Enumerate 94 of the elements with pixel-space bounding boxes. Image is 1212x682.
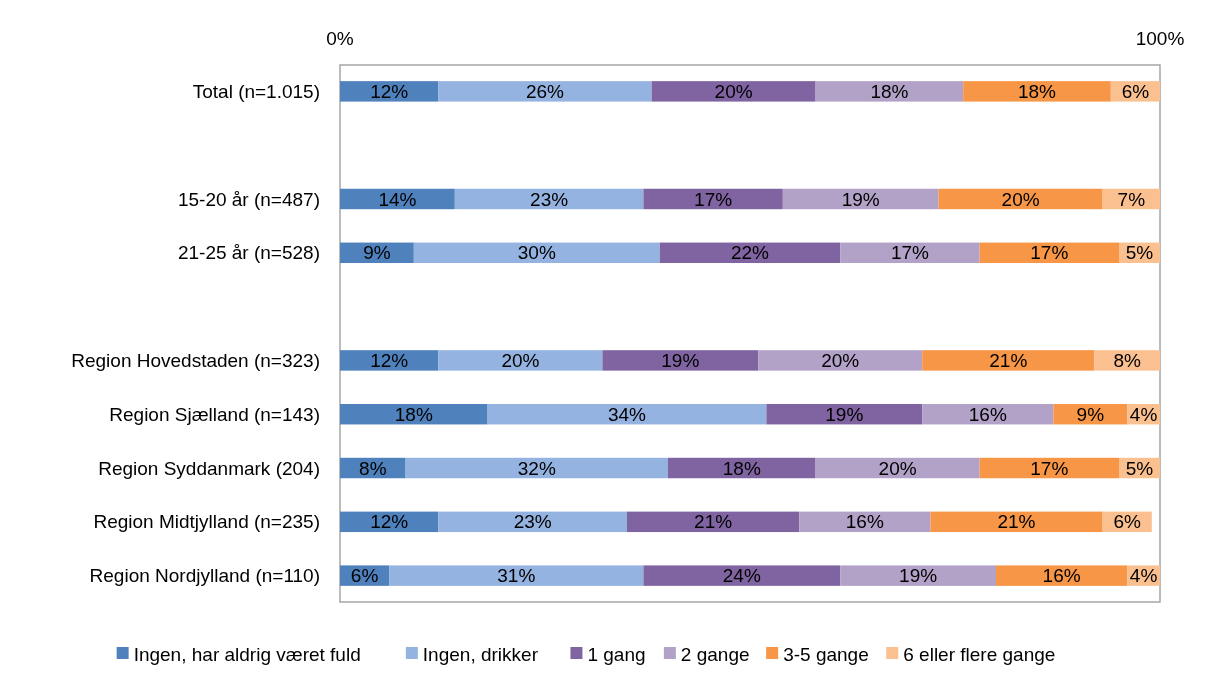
data-label: 8%: [1113, 350, 1142, 372]
data-label: 20%: [501, 350, 540, 372]
data-label: 6%: [1113, 511, 1142, 533]
bar: [979, 242, 1119, 264]
bar: [782, 188, 939, 210]
data-label: 20%: [714, 81, 753, 103]
data-label: 5%: [1125, 242, 1154, 264]
bar: [643, 188, 783, 210]
data-label: 19%: [841, 188, 880, 210]
data-label: 18%: [394, 403, 433, 425]
bar: [413, 242, 660, 264]
data-label: 24%: [722, 565, 761, 587]
y-tick-label: Region Midtjylland (n=235): [93, 511, 320, 533]
bar: [766, 403, 923, 425]
bar: [389, 565, 644, 586]
bar: [996, 565, 1128, 586]
x-tick-label: 100%: [1135, 28, 1185, 49]
data-label: 6%: [350, 565, 379, 587]
bar: [930, 511, 1103, 533]
data-label: 32%: [517, 457, 556, 479]
bar: [659, 242, 841, 264]
bar: [963, 81, 1111, 102]
data-label: 16%: [845, 511, 884, 533]
data-label: 16%: [968, 403, 1007, 425]
data-label: 6%: [1121, 81, 1150, 103]
data-label: 19%: [825, 403, 864, 425]
bar: [922, 350, 1095, 371]
bar: [651, 81, 816, 102]
y-tick-label: Region Syddanmark (204): [98, 457, 320, 479]
data-label: 12%: [370, 350, 409, 372]
bar: [340, 81, 439, 102]
data-label: 8%: [359, 457, 387, 479]
legend-label: 1 gang: [587, 643, 646, 665]
data-label: 26%: [525, 81, 565, 103]
y-tick-label: 21-25 år (n=528): [177, 242, 320, 264]
bar: [815, 81, 964, 102]
bar: [758, 350, 923, 371]
legend-label: 3-5 gange: [783, 643, 869, 665]
bar: [979, 457, 1119, 479]
data-label: 18%: [870, 81, 909, 103]
data-label: 21%: [694, 511, 733, 533]
data-label: 9%: [1076, 403, 1105, 425]
data-label: 21%: [989, 350, 1028, 372]
data-label: 16%: [1042, 565, 1081, 587]
data-label: 23%: [513, 511, 552, 533]
bar: [454, 188, 644, 210]
bar: [643, 565, 841, 586]
legend-label: Ingen, har aldrig været fuld: [133, 643, 361, 665]
data-label: 34%: [607, 403, 647, 425]
data-label: 22%: [730, 242, 770, 264]
bar: [815, 457, 980, 479]
data-label: 18%: [1017, 81, 1057, 103]
data-label: 14%: [378, 188, 417, 210]
y-tick-label: Region Nordjylland (n=110): [89, 565, 320, 587]
data-label: 21%: [997, 511, 1036, 533]
data-label: 20%: [821, 350, 860, 372]
legend-label: 6 eller flere gange: [903, 643, 1056, 665]
data-label: 23%: [530, 188, 569, 210]
data-label: 5%: [1125, 457, 1154, 479]
data-label: 20%: [878, 457, 917, 479]
bar: [340, 350, 439, 371]
bar: [840, 565, 996, 586]
data-label: 9%: [363, 242, 391, 264]
bar: [627, 511, 800, 533]
bar: [438, 350, 603, 371]
data-label: 4%: [1129, 403, 1158, 425]
bar: [938, 188, 1103, 210]
bar: [487, 403, 767, 425]
bar: [840, 242, 980, 264]
data-label: 18%: [722, 457, 761, 479]
legend-label: 2 gange: [680, 643, 750, 665]
bar: [405, 457, 668, 479]
legend-label: Ingen, drikker: [422, 643, 539, 665]
data-label: 19%: [661, 350, 700, 372]
data-label: 4%: [1129, 565, 1158, 587]
y-tick-label: Region Hovedstaden (n=323): [71, 350, 320, 372]
bar: [438, 511, 627, 533]
bar: [438, 81, 652, 102]
data-label: 31%: [497, 565, 536, 587]
data-label: 7%: [1117, 188, 1146, 210]
data-label: 19%: [899, 565, 938, 587]
y-tick-label: Total (n=1.015): [192, 81, 320, 103]
data-label: 20%: [1001, 188, 1040, 210]
y-tick-label: 15-20 år (n=487): [177, 188, 320, 210]
y-tick-label: Region Sjælland (n=143): [109, 403, 320, 425]
x-tick-label: 0%: [326, 28, 354, 49]
data-label: 17%: [890, 242, 930, 264]
data-label: 17%: [694, 188, 733, 210]
data-label: 30%: [517, 242, 556, 264]
bar: [602, 350, 759, 371]
data-label: 17%: [1030, 242, 1069, 264]
data-label: 12%: [370, 511, 409, 533]
data-label: 17%: [1030, 457, 1069, 479]
data-label: 12%: [370, 81, 409, 103]
